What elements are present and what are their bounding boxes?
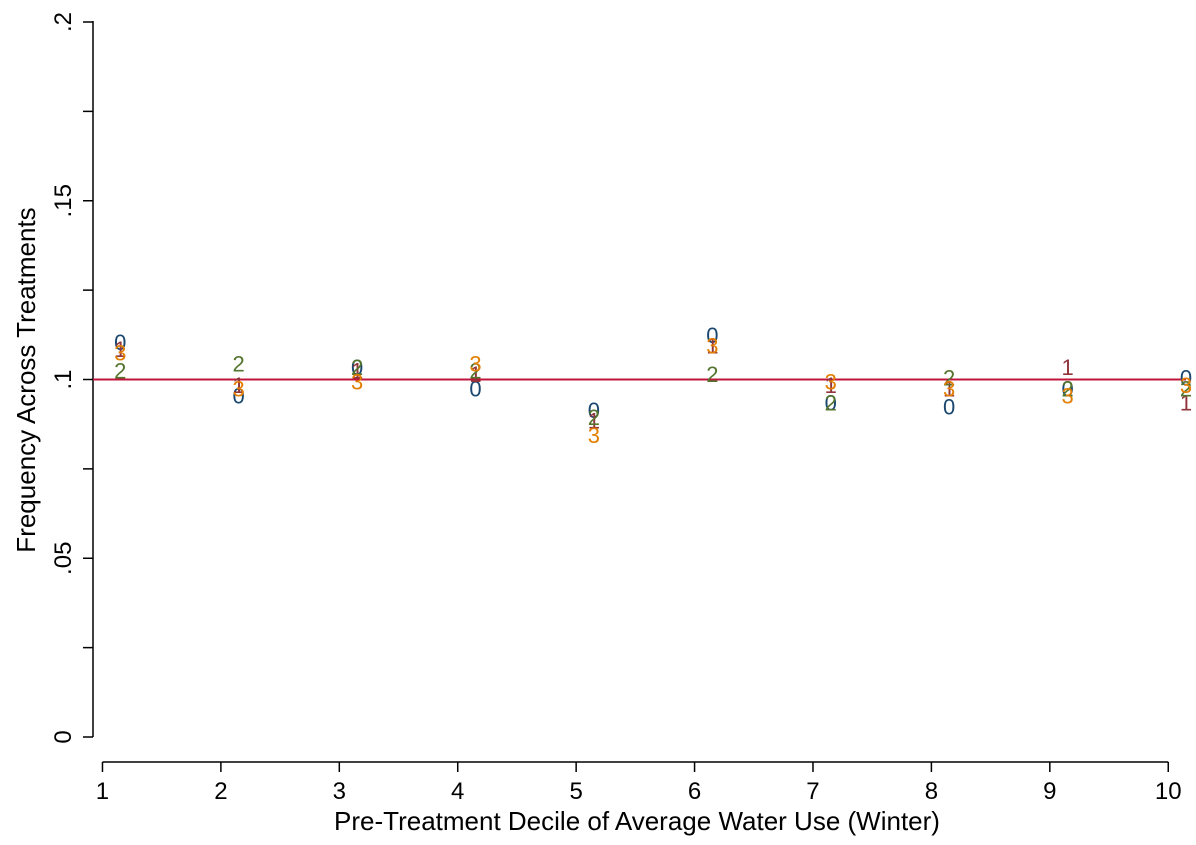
data-point-marker: 0 [1061,376,1073,401]
x-tick-label: 10 [1155,778,1182,805]
data-point-marker: 3 [1180,373,1192,398]
y-tick-label: .2 [50,12,77,32]
data-point-marker: 2 [1061,376,1073,401]
data-point-marker: 0 [351,355,363,380]
x-tick-label: 2 [214,778,227,805]
y-tick-label: .05 [50,542,77,575]
data-point-marker: 0 [114,330,126,355]
x-tick-label: 8 [925,778,938,805]
data-point-marker: 2 [1180,376,1192,401]
data-point-marker: 2 [351,355,363,380]
data-point-marker: 2 [943,366,955,391]
x-tick-label: 5 [569,778,582,805]
data-point-marker: 3 [588,423,600,448]
data-point-marker: 0 [469,376,481,401]
data-point-marker: 0 [233,384,245,409]
data-point-marker: 1 [588,409,600,434]
data-point-marker: 1 [825,373,837,398]
data-point-marker: 3 [706,334,718,359]
data-point-marker: 0 [943,394,955,419]
data-point-marker: 2 [588,405,600,430]
x-tick-label: 4 [451,778,464,805]
data-point-marker: 1 [1061,355,1073,380]
y-tick-label: .15 [50,184,77,217]
data-point-marker: 1 [706,334,718,359]
data-point-marker: 2 [706,362,718,387]
y-tick-label: .1 [50,369,77,389]
x-tick-label: 1 [96,778,109,805]
data-point-marker: 1 [114,337,126,362]
data-point-marker: 2 [233,351,245,376]
data-point-marker: 0 [706,323,718,348]
y-axis-title: Frequency Across Treatments [11,207,41,552]
data-point-marker: 2 [469,359,481,384]
data-point-marker: 0 [1180,366,1192,391]
data-point-marker: 1 [233,373,245,398]
data-point-marker: 1 [943,376,955,401]
x-axis-title: Pre-Treatment Decile of Average Water Us… [334,806,940,836]
ticks: 0.05.1.15.21 2 3 4 5 6 7 8 9 10 [50,12,1182,805]
data-point-marker: 3 [825,369,837,394]
x-tick-label: 7 [806,778,819,805]
data-point-marker: 0 [588,398,600,423]
data-point-marker: 1 [1180,391,1192,416]
data-point-marker: 3 [469,351,481,376]
data-point-marker: 3 [114,341,126,366]
data-point-marker: 2 [825,391,837,416]
x-tick-label: 6 [688,778,701,805]
x-tick-label: 9 [1043,778,1056,805]
data-point-marker: 3 [943,376,955,401]
data-point-marker: 0 [825,391,837,416]
data-point-marker: 3 [351,369,363,394]
y-tick-label: 0 [50,730,77,743]
x-tick-label: 3 [333,778,346,805]
data-point-marker: 2 [114,359,126,384]
data-point-marker: 1 [469,362,481,387]
data-point-marker: 3 [1061,384,1073,409]
data-point-marker: 1 [351,359,363,384]
data-point-marker: 3 [233,376,245,401]
